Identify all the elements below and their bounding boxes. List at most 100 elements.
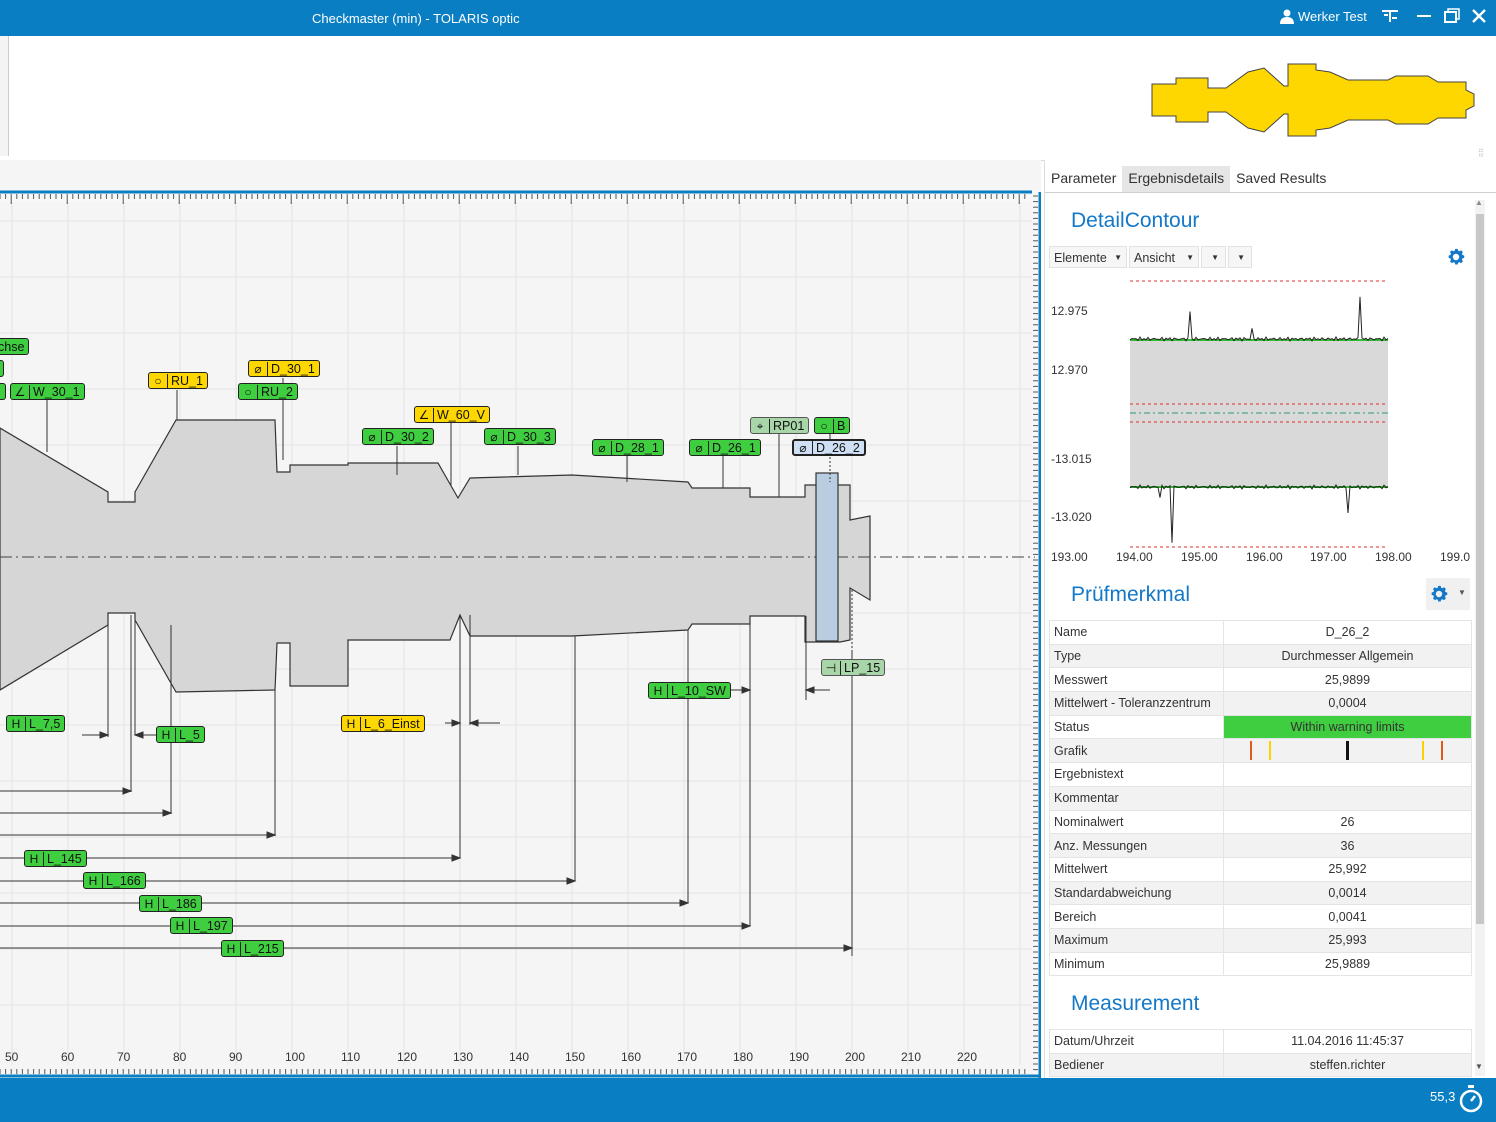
table-row[interactable]: Datum/Uhrzeit 11.04.2016 11:45:37 [1049, 1029, 1472, 1054]
drawing-canvas[interactable]: 50 60 70 80 90 100 110 120 130 140 150 160 170 180 190… [0, 160, 1041, 1078]
part-thumbnail[interactable] [1148, 60, 1478, 140]
detail-contour-chart[interactable]: 12.975 12.970 -13.015 -13.020 193.00 194… [1048, 270, 1473, 570]
tag-d-30-1[interactable]: ⌀ D_30_1 [248, 360, 320, 377]
tag-w-30-1-marker[interactable] [0, 383, 7, 400]
y-tick-label: 12.975 [1051, 304, 1088, 318]
right-panel-scrollbar[interactable]: ▲ ▼ [1475, 198, 1485, 1076]
dropdown-4[interactable]: ▼ [1228, 246, 1252, 268]
tag-d-30-3[interactable]: ⌀ D_30_3 [484, 428, 556, 445]
tag-l-5[interactable]: H L_5 [156, 726, 205, 743]
minimize-button[interactable] [1414, 8, 1434, 28]
chevron-down-icon: ▼ [1211, 253, 1219, 262]
ruler-label: 90 [229, 1050, 243, 1064]
table-row[interactable]: Status Within warning limits [1049, 714, 1472, 740]
selected-feature-box [815, 472, 839, 642]
upper-contour-line [1129, 296, 1389, 342]
table-row[interactable]: Bediener steffen.richter [1049, 1052, 1472, 1078]
ruler-label: 130 [453, 1050, 473, 1064]
row-value: 25,9889 [1223, 951, 1472, 977]
tag-l-186[interactable]: H L_186 [139, 895, 202, 912]
row-key: Name [1049, 620, 1224, 645]
tag-w-30-1[interactable]: ∠ W_30_1 [10, 383, 85, 400]
tab-ergebnisdetails[interactable]: Ergebnisdetails [1122, 166, 1231, 192]
ruler-label: 140 [509, 1050, 529, 1064]
tag-l-166[interactable]: H L_166 [83, 872, 146, 889]
tolerance-band [1130, 340, 1388, 488]
elemente-dropdown[interactable]: Elemente ▼ [1049, 246, 1127, 268]
x-tick-label: 199.0 [1440, 550, 1470, 564]
tab-saved-results[interactable]: Saved Results [1236, 170, 1327, 186]
tag-l-215[interactable]: H L_215 [221, 940, 284, 957]
table-row[interactable]: Grafik [1049, 738, 1472, 764]
tag-d-26-2[interactable]: ⌀ D_26_2 [792, 439, 866, 456]
table-row[interactable]: Ergebnistext [1049, 762, 1472, 787]
x-tick-label: 197.00 [1310, 550, 1347, 564]
restore-button[interactable] [1442, 8, 1462, 28]
row-value [1223, 785, 1472, 811]
tag-d-28-1[interactable]: ⌀ D_28_1 [592, 439, 664, 456]
stopwatch-icon[interactable] [1458, 1084, 1484, 1114]
tag-l-7-5[interactable]: H L_7,5 [6, 715, 66, 732]
chart-settings-gear-icon[interactable] [1445, 246, 1467, 268]
table-row[interactable]: Kommentar [1049, 785, 1472, 811]
table-row[interactable]: Standardabweichung 0,0014 [1049, 880, 1472, 906]
user-name: Werker Test [1298, 9, 1367, 24]
close-button[interactable] [1469, 8, 1489, 28]
scroll-up-icon[interactable]: ▲ [1475, 198, 1483, 207]
row-key: Bereich [1049, 904, 1224, 929]
scrollbar-thumb[interactable] [1476, 214, 1484, 924]
tag-rp01[interactable]: ⌖ RP01 [750, 417, 810, 434]
row-key: Grafik [1049, 738, 1224, 764]
left-collapsed-pane[interactable] [0, 36, 9, 156]
tag-lp-15[interactable]: ⊣ LP_15 [821, 659, 886, 676]
scroll-down-icon[interactable]: ▼ [1475, 1062, 1483, 1071]
table-row[interactable]: Nominalwert 26 [1049, 809, 1472, 835]
ruler-label: 210 [901, 1050, 921, 1064]
tag-d-26-1[interactable]: ⌀ D_26_1 [689, 439, 761, 456]
layout-icon[interactable] [1380, 8, 1400, 28]
resize-grip-icon[interactable]: ⣿ [1478, 148, 1484, 157]
table-row[interactable]: Anz. Messungen 36 [1049, 833, 1472, 858]
table-row[interactable]: Minimum 25,9889 [1049, 951, 1472, 977]
table-row[interactable]: Messwert 25,9899 [1049, 667, 1472, 693]
table-row[interactable]: Mittelwert 25,992 [1049, 856, 1472, 882]
tag-l-10-sw[interactable]: H L_10_SW [648, 682, 731, 699]
tag-ru-2[interactable]: ○ RU_2 [238, 383, 298, 400]
row-key: Mittelwert - Toleranzzentrum [1049, 691, 1224, 716]
dropdown-3[interactable]: ▼ [1201, 246, 1226, 268]
chevron-down-icon: ▼ [1237, 253, 1245, 262]
table-row[interactable]: Maximum 25,993 [1049, 927, 1472, 953]
table-row[interactable]: Mittelwert - Toleranzzentrum 0,0004 [1049, 691, 1472, 716]
chevron-down-icon: ▼ [1186, 253, 1194, 262]
row-value: Durchmesser Allgemein [1223, 643, 1472, 669]
row-key: Minimum [1049, 951, 1224, 977]
row-value: 25,993 [1223, 927, 1472, 953]
tag-chse[interactable]: chse [0, 338, 30, 355]
tag-left-marker[interactable] [0, 360, 5, 377]
tolerance-mark [1422, 741, 1424, 761]
row-key: Mittelwert [1049, 856, 1224, 882]
tag-l-197[interactable]: H L_197 [170, 917, 233, 934]
drawing-svg[interactable]: 50 60 70 80 90 100 110 120 130 140 150 160 170 180 190… [0, 160, 1041, 1078]
row-key: Anz. Messungen [1049, 833, 1224, 858]
tag-b[interactable]: ○ B [814, 417, 851, 434]
tab-parameter[interactable]: Parameter [1051, 170, 1117, 186]
row-key: Bediener [1049, 1052, 1224, 1078]
row-value: steffen.richter [1223, 1052, 1472, 1078]
row-key: Kommentar [1049, 785, 1224, 811]
row-key: Maximum [1049, 927, 1224, 953]
tag-l-145[interactable]: H L_145 [24, 850, 87, 867]
pruefmerkmal-settings-gear-icon[interactable]: ▼ [1426, 578, 1470, 610]
tag-l-6-einst[interactable]: H L_6_Einst [341, 715, 425, 732]
overview-bar: ⣿ [0, 36, 1496, 161]
table-row[interactable]: Type Durchmesser Allgemein [1049, 643, 1472, 669]
lower-contour-line [1129, 483, 1389, 543]
tag-w-60-v[interactable]: ∠ W_60_V [414, 406, 490, 423]
user-info[interactable]: Werker Test [1280, 9, 1367, 24]
ansicht-dropdown[interactable]: Ansicht ▼ [1129, 246, 1199, 268]
tag-d-30-2[interactable]: ⌀ D_30_2 [362, 428, 434, 445]
table-row[interactable]: Name D_26_2 [1049, 620, 1472, 645]
x-tick-label: 198.00 [1375, 550, 1412, 564]
table-row[interactable]: Bereich 0,0041 [1049, 904, 1472, 929]
tag-ru-1[interactable]: ○ RU_1 [148, 372, 208, 389]
